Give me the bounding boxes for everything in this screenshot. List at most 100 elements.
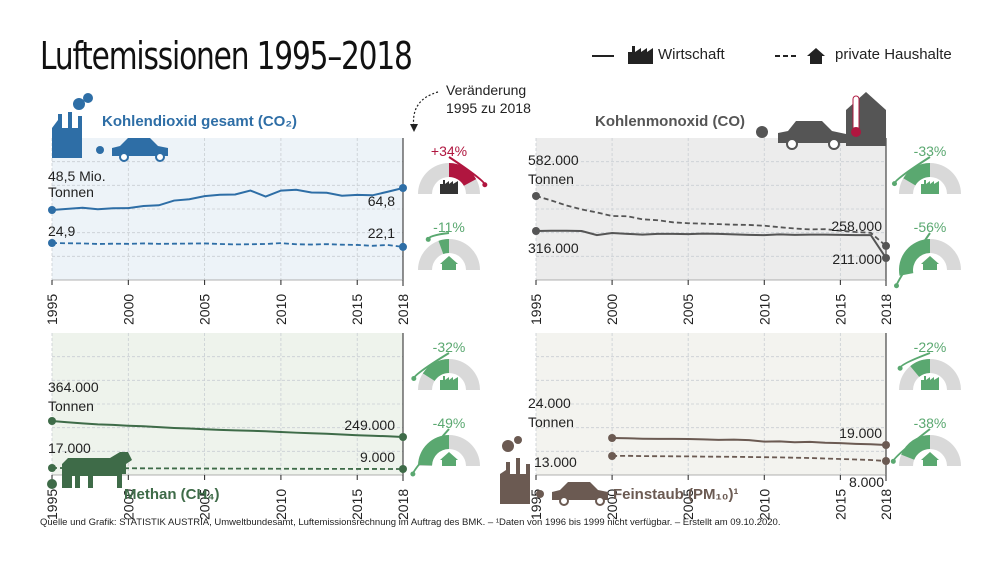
gauge-households: -49% bbox=[410, 415, 480, 477]
gauge-households-label: -49% bbox=[433, 415, 466, 431]
gauge-households: -11% bbox=[418, 219, 480, 270]
exhaust-puff bbox=[756, 126, 768, 138]
series-start-point bbox=[608, 452, 617, 460]
x-tick-label: 1995 bbox=[44, 294, 60, 325]
series-start-point bbox=[608, 434, 617, 442]
gauge-households-fill bbox=[418, 435, 449, 466]
change-note-arrow-head bbox=[410, 124, 418, 132]
gauge-households-house-icon bbox=[921, 256, 939, 270]
car-house-icon bbox=[756, 92, 886, 150]
exhaust-puff bbox=[96, 146, 104, 154]
x-tick-label: 2000 bbox=[120, 489, 136, 520]
data-label-end-top: 249.000 bbox=[344, 417, 395, 433]
series-start-point bbox=[48, 206, 56, 214]
x-tick-label: 2010 bbox=[756, 489, 772, 520]
data-label-end-bottom: 211.000 bbox=[832, 251, 882, 267]
series-end-point bbox=[399, 433, 407, 441]
series-start-point bbox=[48, 464, 56, 472]
gauge-households-arrow-head bbox=[410, 471, 416, 477]
house-icon bbox=[807, 48, 825, 64]
gauge-economy-arrow-head bbox=[891, 181, 897, 187]
gauge-economy: -33% bbox=[891, 143, 961, 194]
gauge-economy-label: -33% bbox=[914, 143, 947, 159]
series-end-point bbox=[399, 465, 407, 473]
car-shape bbox=[778, 121, 846, 143]
data-label-start-bottom: 13.000 bbox=[534, 454, 577, 470]
car-wheel bbox=[119, 152, 129, 162]
data-label-start-unit: Tonnen bbox=[528, 171, 574, 187]
series-start-point bbox=[532, 192, 540, 200]
data-label-start-top: 48,5 Mio. bbox=[48, 168, 106, 184]
gauge-households: -38% bbox=[890, 415, 961, 466]
gauge-economy-fill bbox=[910, 359, 930, 377]
change-note-line-1: Veränderung bbox=[446, 82, 527, 98]
gauge-economy: +34% bbox=[418, 143, 488, 194]
legend-households-label: private Haushalte bbox=[835, 46, 952, 63]
gauge-households-fill bbox=[438, 239, 449, 255]
factory-shape bbox=[500, 458, 530, 504]
smoke-puff bbox=[502, 440, 514, 452]
factory-car-icon bbox=[52, 93, 168, 162]
x-tick-label: 1995 bbox=[528, 294, 544, 325]
factory-car-icon bbox=[500, 436, 608, 506]
smoke-puff bbox=[73, 98, 85, 110]
legend-households-symbol bbox=[775, 48, 825, 64]
legend-economy-label: Wirtschaft bbox=[658, 46, 725, 63]
gauge-economy-factory-icon bbox=[440, 180, 458, 194]
x-tick-label: 2018 bbox=[878, 489, 894, 520]
gauge-economy-factory-icon bbox=[921, 376, 939, 390]
x-tick-label: 2018 bbox=[395, 294, 411, 325]
data-label-end-bottom: 8.000 bbox=[849, 474, 884, 490]
gauge-households-house-icon bbox=[921, 452, 939, 466]
data-label-start-unit: Tonnen bbox=[528, 414, 574, 430]
data-label-start-top: 582.000 bbox=[528, 152, 579, 168]
series-end-point bbox=[399, 242, 407, 251]
data-label-start-bottom: 316.000 bbox=[528, 240, 579, 256]
data-label-end-bottom: 22,1 bbox=[368, 225, 395, 241]
legend-economy: Wirtschaft bbox=[592, 44, 725, 68]
car-wheel bbox=[828, 138, 840, 150]
gauge-households-arrow-head bbox=[890, 458, 896, 464]
car-shape bbox=[112, 138, 168, 156]
gauge-households-arrow-head bbox=[425, 236, 431, 242]
series-end-point bbox=[882, 441, 890, 449]
gas-puff bbox=[47, 479, 57, 489]
x-tick-label: 2015 bbox=[349, 489, 365, 520]
thermometer-icon bbox=[852, 95, 860, 131]
gauge-economy-factory-icon bbox=[921, 180, 939, 194]
thermometer-bulb bbox=[851, 127, 861, 137]
gauge-economy: -32% bbox=[411, 339, 480, 390]
gauge-households-label: -11% bbox=[433, 219, 465, 235]
x-tick-label: 2010 bbox=[273, 294, 289, 325]
data-label-start-top: 24.000 bbox=[528, 395, 571, 411]
data-label-end-top: 19.000 bbox=[839, 425, 882, 441]
smoke-puff bbox=[514, 436, 522, 444]
x-tick-label: 2015 bbox=[832, 489, 848, 520]
gauge-economy: -22% bbox=[897, 339, 961, 390]
legend-economy-symbol bbox=[592, 46, 653, 64]
x-tick-label: 2010 bbox=[756, 294, 772, 325]
x-tick-label: 2005 bbox=[680, 489, 696, 520]
series-end-point bbox=[399, 184, 407, 192]
gauge-economy-label: -32% bbox=[433, 339, 466, 355]
data-label-start-top: 364.000 bbox=[48, 379, 99, 395]
gauge-economy-arrow-head bbox=[482, 182, 488, 188]
gauge-households-label: -38% bbox=[914, 415, 947, 431]
data-label-start-bottom: 17.000 bbox=[48, 440, 91, 456]
change-note-line-2: 1995 zu 2018 bbox=[446, 100, 531, 116]
car-shape bbox=[552, 482, 608, 500]
footer-source: Quelle und Grafik: STATISTIK AUSTRIA, Um… bbox=[40, 517, 781, 528]
gauge-households-fill bbox=[901, 435, 930, 460]
exhaust-puff bbox=[536, 490, 544, 498]
data-label-start-bottom: 24,9 bbox=[48, 223, 75, 239]
house-shape bbox=[846, 92, 886, 146]
panel-title: Feinstaub (PM₁₀)¹ bbox=[613, 486, 738, 503]
data-label-end-top: 64,8 bbox=[368, 193, 395, 209]
change-note: Veränderung 1995 zu 2018 bbox=[446, 81, 531, 117]
cow-shape bbox=[62, 452, 132, 488]
smoke-puff bbox=[83, 93, 93, 103]
series-end-point bbox=[882, 457, 890, 465]
panel-2: 1995 2000 2005 2010 2015 2018 582.000 Tonnen 316… bbox=[528, 92, 894, 325]
gauge-households-house-icon bbox=[440, 256, 458, 270]
